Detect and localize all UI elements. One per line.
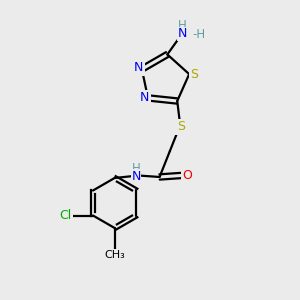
Text: S: S	[177, 120, 185, 133]
Text: H: H	[178, 19, 187, 32]
Text: N: N	[131, 169, 141, 183]
Text: -H: -H	[192, 28, 206, 41]
Text: N: N	[140, 92, 149, 104]
Text: N: N	[134, 61, 143, 74]
Text: O: O	[182, 169, 192, 182]
Text: N: N	[178, 27, 187, 40]
Text: CH₃: CH₃	[104, 250, 125, 260]
Text: Cl: Cl	[59, 209, 71, 222]
Text: S: S	[190, 68, 199, 81]
Text: H: H	[132, 162, 140, 175]
